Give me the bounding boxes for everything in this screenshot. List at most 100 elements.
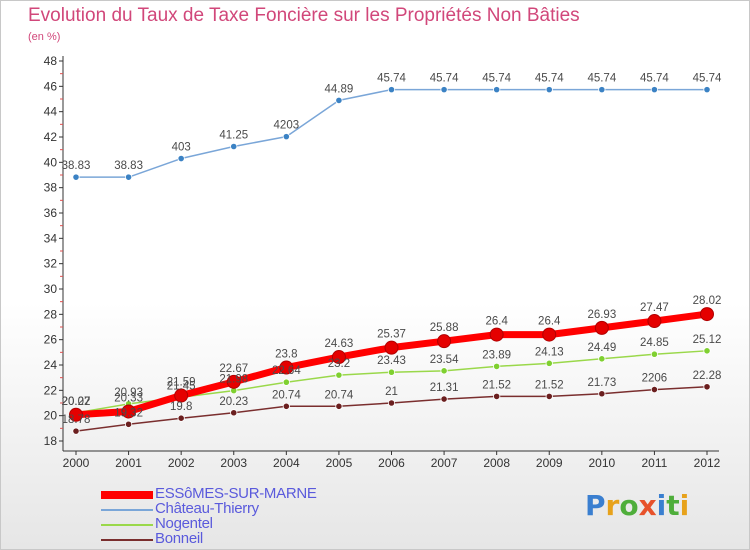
data-label: 28.02 [693,295,722,307]
data-point [440,86,448,94]
data-label: 403 [172,142,191,154]
data-label: 45.74 [430,73,459,85]
data-label: 23.43 [377,355,406,367]
data-label: 18.78 [62,414,91,426]
data-label: 22.67 [219,363,248,375]
y-tick-label: 42 [44,130,58,144]
logo-letter: x [638,489,657,522]
y-tick-label: 18 [44,434,58,448]
data-label: 45.74 [640,73,669,85]
data-point [700,307,714,322]
data-point [440,395,448,403]
data-label: 21.98 [219,374,248,386]
legend-label: Bonneil [155,530,203,547]
data-point [226,374,241,389]
y-tick-label: 26 [44,333,58,347]
data-point [440,367,448,375]
data-point [598,355,606,363]
legend-label: ESSôMES-SUR-MARNE [155,485,317,502]
data-label: 45.74 [482,73,511,85]
data-point [230,409,238,417]
data-label: 23.54 [430,354,459,366]
data-label: 21 [385,386,398,398]
series-0 [69,307,714,422]
data-label: 45.74 [377,73,406,85]
y-tick-label: 34 [44,231,58,245]
data-point [124,420,133,428]
y-tick-label: 40 [44,155,58,169]
data-label: 45.74 [693,73,722,85]
logo-letter: P [585,489,606,522]
data-label: 23.8 [275,349,297,361]
data-label: 44.89 [325,83,354,95]
data-label: 21.73 [587,377,616,389]
y-tick-label: 46 [44,79,58,93]
logo-letter: i [679,489,690,522]
legend-swatch [101,491,153,499]
data-label: 20.07 [62,396,91,408]
legend-swatch [101,524,153,526]
data-point [703,383,711,391]
logo-letter: i [656,489,667,522]
data-point [177,414,185,422]
data-point [121,404,136,419]
data-label: 20.74 [272,389,301,401]
y-tick-label: 36 [44,206,58,220]
data-label: 23.2 [328,358,350,370]
chart-unit-label: (en %) [28,31,61,43]
x-tick-label: 2008 [483,456,510,470]
chart-title: Evolution du Taux de Taxe Foncière sur l… [28,5,580,26]
data-point [542,327,557,342]
y-tick-label: 28 [44,307,58,321]
x-tick-label: 2012 [694,456,721,470]
series-1 [72,86,711,181]
logo-letter: t [666,489,680,522]
data-label: 27.47 [640,302,669,314]
data-label: 2206 [642,373,668,385]
data-point [174,388,189,403]
x-tick-label: 2011 [642,456,668,470]
data-label: 38.83 [62,160,91,172]
data-point [282,378,290,386]
data-point [279,360,294,375]
y-tick-label: 48 [44,54,58,68]
x-tick-label: 2005 [326,456,353,470]
data-label: 21.45 [167,380,196,392]
data-label: 20.23 [219,396,248,408]
data-point [72,427,80,435]
x-tick-label: 2000 [63,456,90,470]
data-label: 24.63 [325,338,354,350]
x-tick-label: 2001 [115,456,142,470]
data-label: 45.74 [535,73,564,85]
data-point [282,402,290,410]
x-tick-label: 2009 [536,456,563,470]
data-label: 22.28 [693,370,722,382]
data-point [437,334,452,349]
data-label: 24.85 [640,337,669,349]
data-label: 20.22 [62,396,91,408]
y-tick-label: 30 [44,282,58,296]
data-point [69,407,83,422]
data-point [650,350,659,358]
data-label: 19.32 [114,407,143,419]
legend-label: Nogentel [155,515,213,532]
data-point [598,390,606,398]
x-tick-label: 2006 [378,456,405,470]
data-point [545,359,553,367]
data-point [387,399,396,407]
data-label: 26.93 [587,309,616,321]
data-point [72,173,80,181]
data-label: 21.31 [430,382,459,394]
data-label: 23.89 [482,349,511,361]
data-point [177,154,185,163]
data-point [647,314,662,329]
data-point [493,86,501,94]
series-line [75,88,708,178]
data-label: 20.74 [325,389,354,401]
data-label: 45.74 [587,73,616,85]
y-tick-label: 32 [44,257,58,271]
data-point [282,133,290,141]
y-tick-label: 22 [44,383,58,397]
data-label: 4203 [274,120,300,132]
